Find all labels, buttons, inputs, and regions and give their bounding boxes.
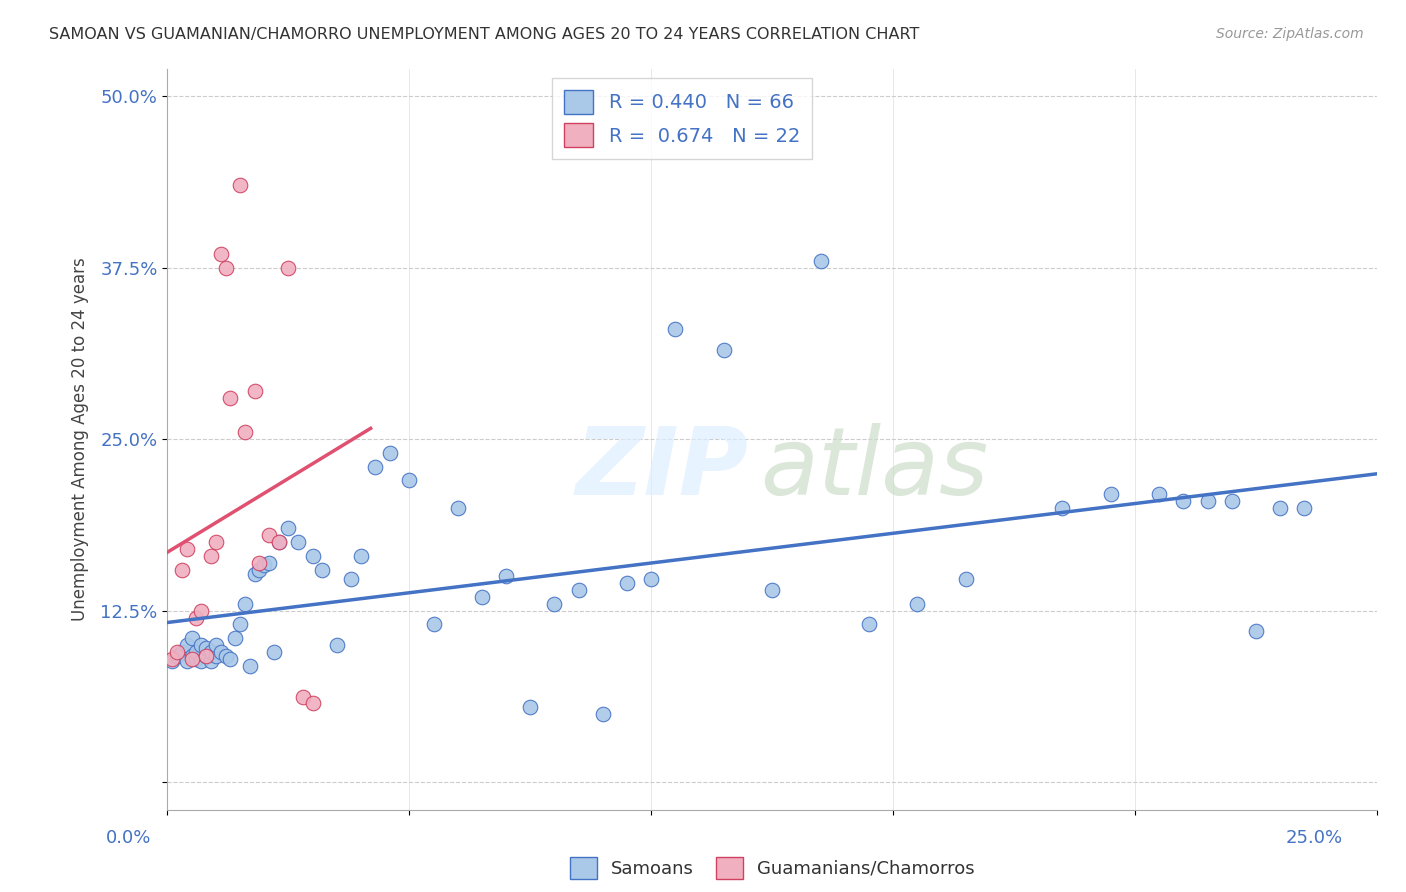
Text: 25.0%: 25.0%: [1285, 829, 1343, 847]
Point: [1052, 500, 1074, 515]
Point: [471, 590, 494, 604]
Point: [190, 655, 212, 669]
Point: [205, 648, 228, 663]
Point: [1147, 487, 1170, 501]
Point: [170, 562, 193, 576]
Point: [398, 473, 420, 487]
Point: [243, 384, 266, 398]
Point: [195, 648, 218, 663]
Point: [176, 638, 198, 652]
Point: [277, 260, 299, 275]
Point: [568, 583, 591, 598]
Point: [219, 391, 242, 405]
Point: [378, 446, 401, 460]
Point: [219, 651, 242, 665]
Point: [257, 528, 280, 542]
Point: [190, 604, 212, 618]
Point: [301, 696, 323, 710]
Point: [200, 655, 222, 669]
Point: [1294, 500, 1316, 515]
Point: [180, 648, 202, 663]
Point: [277, 521, 299, 535]
Point: [162, 651, 184, 665]
Point: [186, 651, 208, 665]
Text: 0.0%: 0.0%: [105, 829, 150, 847]
Text: SAMOAN VS GUAMANIAN/CHAMORRO UNEMPLOYMENT AMONG AGES 20 TO 24 YEARS CORRELATION : SAMOAN VS GUAMANIAN/CHAMORRO UNEMPLOYMEN…: [49, 27, 920, 42]
Y-axis label: Unemployment Among Ages 20 to 24 years: Unemployment Among Ages 20 to 24 years: [72, 257, 89, 621]
Point: [761, 583, 783, 598]
Legend: R = 0.440   N = 66, R =  0.674   N = 22: R = 0.440 N = 66, R = 0.674 N = 22: [553, 78, 811, 159]
Point: [495, 569, 517, 583]
Point: [267, 535, 290, 549]
Point: [810, 253, 832, 268]
Point: [291, 690, 314, 705]
Point: [176, 655, 198, 669]
Point: [214, 648, 236, 663]
Point: [180, 651, 202, 665]
Point: [543, 597, 565, 611]
Point: [209, 645, 232, 659]
Point: [253, 558, 276, 573]
Point: [1173, 494, 1195, 508]
Point: [195, 640, 218, 655]
Point: [233, 425, 256, 440]
Text: Source: ZipAtlas.com: Source: ZipAtlas.com: [1216, 27, 1364, 41]
Point: [162, 655, 184, 669]
Point: [233, 597, 256, 611]
Point: [247, 562, 270, 576]
Point: [205, 638, 228, 652]
Point: [311, 562, 333, 576]
Point: [247, 556, 270, 570]
Point: [209, 247, 232, 261]
Point: [447, 500, 470, 515]
Point: [195, 648, 218, 663]
Point: [205, 535, 228, 549]
Point: [1099, 487, 1122, 501]
Point: [170, 645, 193, 659]
Point: [166, 645, 188, 659]
Point: [858, 617, 880, 632]
Point: [186, 610, 208, 624]
Point: [340, 572, 363, 586]
Point: [190, 638, 212, 652]
Point: [905, 597, 928, 611]
Point: [200, 549, 222, 563]
Point: [287, 535, 309, 549]
Point: [592, 706, 614, 721]
Point: [263, 645, 285, 659]
Point: [229, 617, 252, 632]
Point: [664, 322, 686, 336]
Point: [422, 617, 444, 632]
Point: [713, 343, 735, 357]
Point: [224, 631, 246, 645]
Point: [186, 645, 208, 659]
Point: [1244, 624, 1267, 639]
Point: [1197, 494, 1219, 508]
Text: atlas: atlas: [761, 424, 988, 515]
Point: [176, 541, 198, 556]
Point: [616, 576, 638, 591]
Point: [229, 178, 252, 193]
Point: [166, 648, 188, 663]
Point: [257, 556, 280, 570]
Text: ZIP: ZIP: [575, 423, 748, 515]
Point: [519, 699, 541, 714]
Point: [955, 572, 977, 586]
Point: [301, 549, 323, 563]
Point: [350, 549, 373, 563]
Point: [180, 631, 202, 645]
Point: [243, 566, 266, 581]
Point: [200, 645, 222, 659]
Point: [239, 658, 262, 673]
Point: [364, 459, 387, 474]
Point: [214, 260, 236, 275]
Point: [640, 572, 662, 586]
Point: [1270, 500, 1292, 515]
Point: [1220, 494, 1243, 508]
Point: [326, 638, 349, 652]
Point: [267, 535, 290, 549]
